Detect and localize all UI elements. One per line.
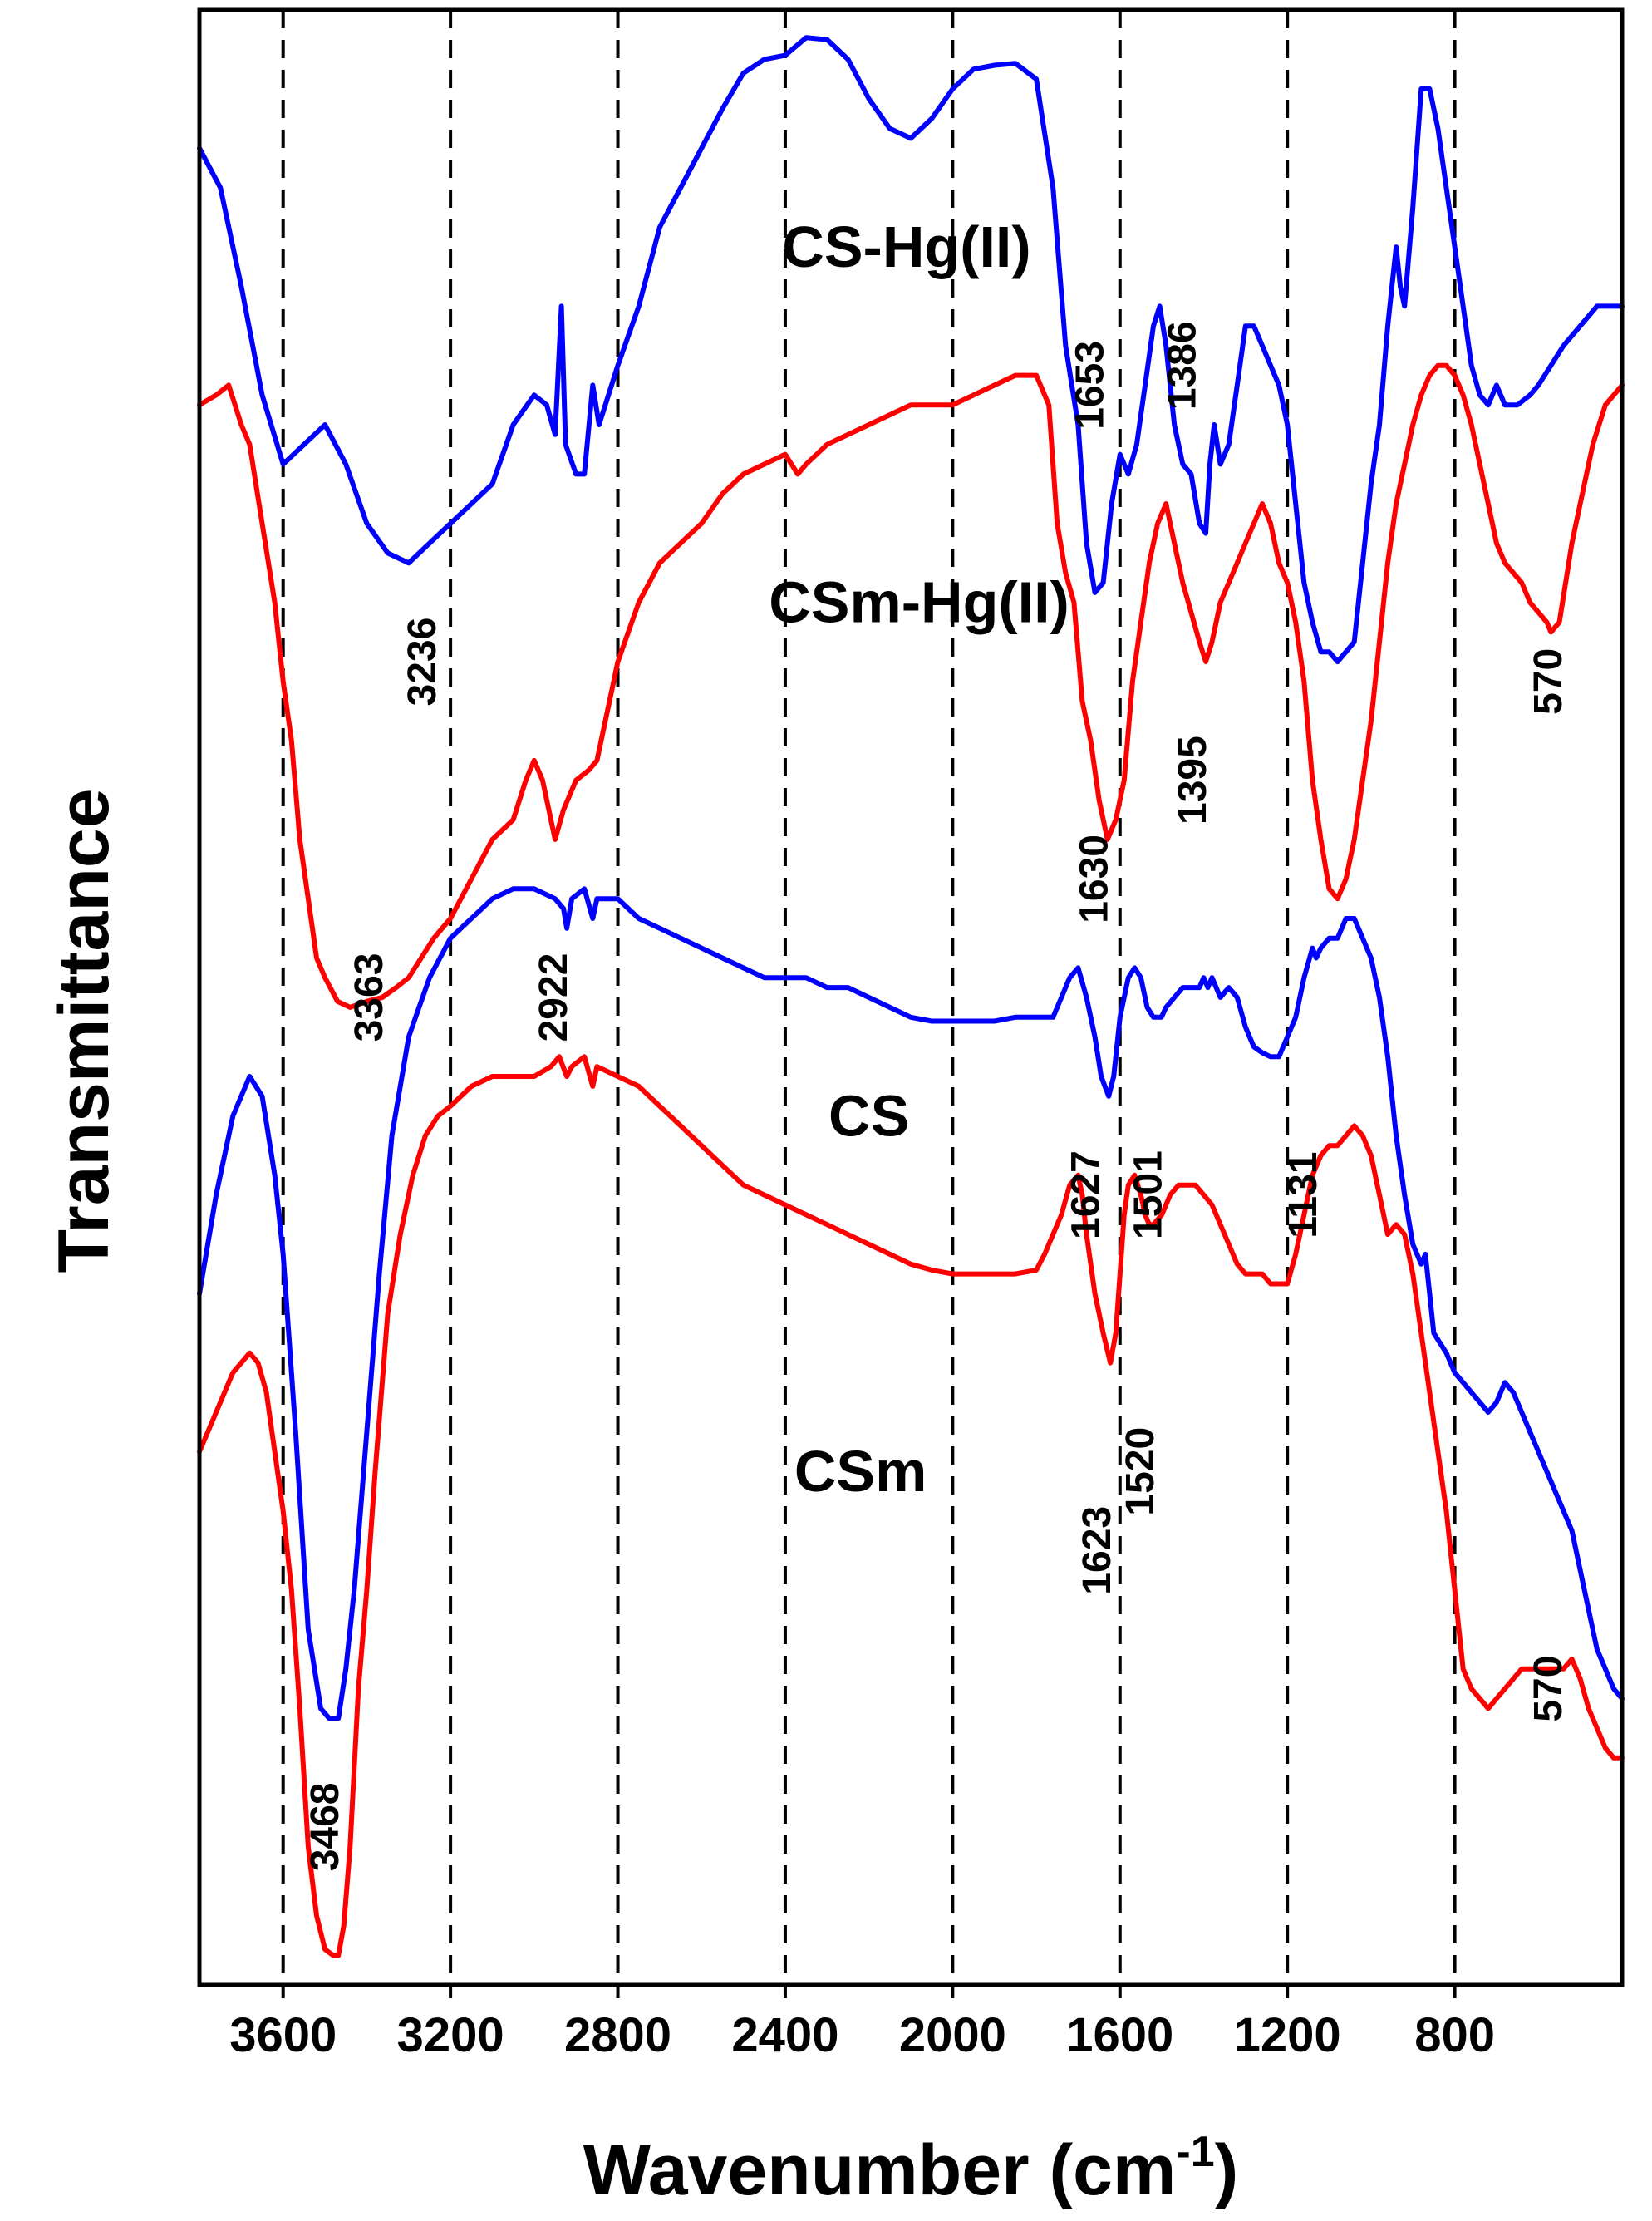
peak-label: 1395: [1171, 736, 1215, 825]
peak-label: 3236: [401, 618, 445, 707]
x-axis-title: Wavenumber (cm-1): [583, 2128, 1239, 2210]
y-axis-title: Transmittance: [44, 788, 124, 1273]
peak-label: 570: [1527, 1656, 1571, 1722]
x-tick-label: 2000: [899, 2008, 1006, 2062]
x-tick-label: 3600: [229, 2008, 337, 2062]
x-tick-label: 1200: [1234, 2008, 1341, 2062]
x-tick-label: 2400: [731, 2008, 838, 2062]
peak-label: 3363: [347, 953, 391, 1042]
x-tick-label: 1600: [1066, 2008, 1173, 2062]
peak-label: 1623: [1075, 1506, 1119, 1595]
peak-annotations: 3236 1653 1386 570 1395 1630 3363 2922 1627 1501 1…: [303, 321, 1571, 1871]
x-axis-ticks: 3600 3200 2800 2400 2000 1600 1200 800: [229, 1985, 1495, 2062]
x-tick-label: 2800: [564, 2008, 671, 2062]
peak-label: 3468: [303, 1783, 347, 1872]
series-line: [197, 1054, 1625, 1958]
peak-label: 1131: [1281, 1152, 1325, 1239]
plot-frame: [197, 7, 1625, 1987]
peak-label: 1653: [1069, 341, 1113, 430]
series-line: [197, 35, 1625, 665]
series-label: CSm-Hg(II): [769, 570, 1069, 635]
peak-label: 2922: [532, 953, 576, 1042]
series-label: CS: [828, 1083, 909, 1148]
x-tick-label: 3200: [397, 2008, 504, 2062]
peak-label: 1501: [1127, 1150, 1171, 1239]
peak-label: 1630: [1073, 835, 1117, 923]
series-labels: CS-Hg(II) CSm-Hg(II) CS CSm: [769, 214, 1069, 1504]
peak-label: 1386: [1160, 321, 1204, 410]
series-lines: [197, 35, 1625, 1958]
series-line: [197, 886, 1625, 1721]
peak-label: 1627: [1064, 1150, 1109, 1239]
peak-label: 1520: [1119, 1427, 1163, 1516]
series-line: [197, 362, 1625, 1010]
x-tick-label: 800: [1414, 2008, 1495, 2062]
reference-lines: [281, 10, 1457, 1985]
series-label: CS-Hg(II): [782, 214, 1030, 279]
series-label: CSm: [794, 1439, 927, 1504]
peak-label: 570: [1527, 648, 1571, 715]
